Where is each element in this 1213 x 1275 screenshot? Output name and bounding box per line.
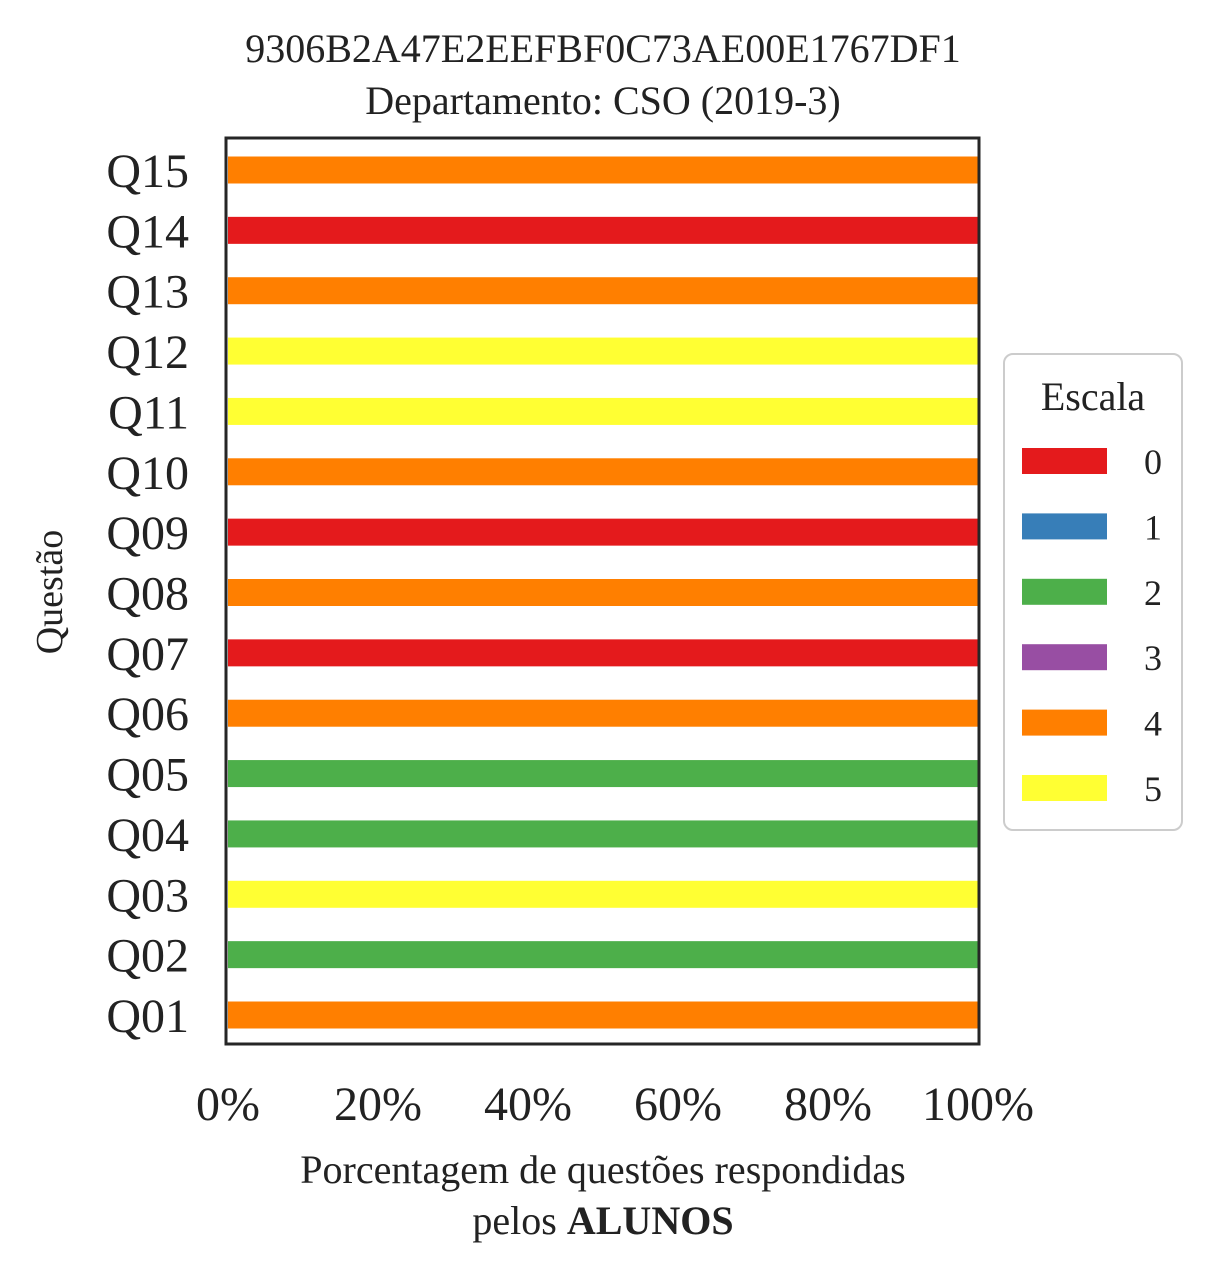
bar-q13-escala-4 bbox=[228, 277, 978, 305]
legend-swatch-4 bbox=[1022, 709, 1107, 736]
y-tick-label-q03: Q03 bbox=[106, 869, 189, 922]
y-tick-label-q13: Q13 bbox=[106, 266, 189, 319]
x-axis-label: Porcentagem de questões respondidas bbox=[300, 1147, 905, 1192]
x-tick-label-20: 20% bbox=[334, 1078, 422, 1131]
x-tick-label-0: 0% bbox=[196, 1078, 260, 1131]
x-tick-label-40: 40% bbox=[484, 1078, 572, 1131]
y-tick-label-q05: Q05 bbox=[106, 749, 189, 802]
legend-swatch-2 bbox=[1022, 578, 1107, 605]
x-axis-label-line1: Porcentagem de questões respondidas bbox=[300, 1147, 905, 1192]
bar-q02-escala-2 bbox=[228, 941, 978, 969]
bar-q05-escala-2 bbox=[228, 760, 978, 788]
chart-title: 9306B2A47E2EEFBF0C73AE00E1767DF1 bbox=[245, 26, 961, 71]
legend-label-3: 3 bbox=[1144, 638, 1162, 678]
y-tick-labels: Q01 Q02 Q03 Q04 Q05 Q06 Q07 Q08 Q09 Q10 Q11 Q12 Q13 Q… bbox=[106, 145, 189, 1043]
y-tick-label-q02: Q02 bbox=[106, 930, 189, 983]
x-tick-label-100: 100% bbox=[922, 1078, 1034, 1131]
y-tick-label-q11: Q11 bbox=[108, 386, 189, 439]
y-tick-label-q14: Q14 bbox=[106, 205, 189, 258]
legend-label-4: 4 bbox=[1144, 704, 1162, 744]
legend-swatch-5 bbox=[1022, 775, 1107, 801]
y-tick-label-q06: Q06 bbox=[106, 688, 189, 741]
plot-frame bbox=[224, 136, 981, 1046]
x-axis-label-line2: pelos ALUNOS bbox=[472, 1198, 733, 1243]
bar-q03-escala-5 bbox=[228, 880, 978, 908]
y-tick-label-q09: Q09 bbox=[106, 507, 189, 560]
y-tick-label-q07: Q07 bbox=[106, 628, 189, 681]
y-tick-label-q12: Q12 bbox=[106, 326, 189, 379]
x-tick-labels: 0% 20% 40% 60% 80% 100% bbox=[196, 1078, 1034, 1131]
y-tick-label-q15: Q15 bbox=[106, 145, 189, 198]
x-tick-label-60: 60% bbox=[634, 1078, 722, 1131]
legend-label-1: 1 bbox=[1144, 507, 1162, 547]
y-tick-label-q10: Q10 bbox=[106, 447, 189, 500]
bar-q06-escala-4 bbox=[228, 699, 978, 727]
legend-swatch-3 bbox=[1022, 644, 1107, 671]
x-axis-label-prefix: pelos bbox=[472, 1198, 566, 1243]
y-tick-label-q01: Q01 bbox=[106, 990, 189, 1043]
legend-label-0: 0 bbox=[1144, 442, 1162, 482]
bars-layer bbox=[228, 156, 978, 1029]
x-axis-label-bold: ALUNOS bbox=[567, 1198, 734, 1243]
bar-q10-escala-4 bbox=[228, 458, 978, 486]
y-tick-label-q08: Q08 bbox=[106, 568, 189, 621]
legend-label-2: 2 bbox=[1144, 573, 1162, 613]
legend-title: Escala bbox=[1041, 374, 1146, 419]
bar-q14-escala-0 bbox=[228, 216, 978, 244]
legend: Escala 0 1 2 3 4 5 bbox=[1003, 353, 1183, 831]
x-tick-label-80: 80% bbox=[784, 1078, 872, 1131]
legend-label-5: 5 bbox=[1144, 769, 1162, 809]
legend-swatch-0 bbox=[1022, 448, 1107, 474]
y-tick-label-q04: Q04 bbox=[106, 809, 189, 862]
bar-q01-escala-4 bbox=[228, 1001, 978, 1029]
bar-q08-escala-4 bbox=[228, 579, 978, 606]
bar-q12-escala-5 bbox=[228, 337, 978, 365]
bar-q11-escala-5 bbox=[228, 397, 978, 425]
y-axis-label: Questão bbox=[29, 530, 71, 655]
chart-subtitle: Departamento: CSO (2019-3) bbox=[365, 78, 840, 123]
bar-q07-escala-0 bbox=[228, 639, 978, 667]
legend-entries: 0 1 2 3 4 5 bbox=[1022, 442, 1162, 809]
bar-q09-escala-0 bbox=[228, 518, 978, 546]
bar-q04-escala-2 bbox=[228, 820, 978, 848]
bar-q15-escala-4 bbox=[228, 156, 978, 184]
legend-swatch-1 bbox=[1022, 513, 1107, 540]
